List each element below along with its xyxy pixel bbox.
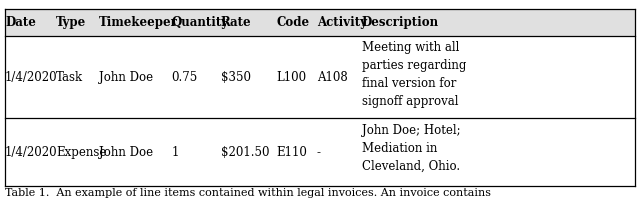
Text: A108: A108: [317, 71, 348, 84]
Text: Expense: Expense: [56, 146, 107, 159]
Text: 1: 1: [172, 146, 179, 159]
Text: Date: Date: [5, 16, 36, 29]
Text: Rate: Rate: [221, 16, 252, 29]
Text: John Doe; Hotel;
Mediation in
Cleveland, Ohio.: John Doe; Hotel; Mediation in Cleveland,…: [362, 124, 460, 173]
Text: John Doe: John Doe: [99, 146, 154, 159]
Text: $350: $350: [221, 71, 251, 84]
Text: 0.75: 0.75: [172, 71, 198, 84]
Text: Timekeeper: Timekeeper: [99, 16, 178, 29]
Text: John Doe: John Doe: [99, 71, 154, 84]
Text: Meeting with all
parties regarding
final version for
signoff approval: Meeting with all parties regarding final…: [362, 41, 466, 108]
Text: Table 1.  An example of line items contained within legal invoices. An invoice c: Table 1. An example of line items contai…: [5, 188, 491, 199]
Text: Activity: Activity: [317, 16, 367, 29]
Text: 1/4/2020: 1/4/2020: [5, 71, 58, 84]
Bar: [5, 9, 635, 36]
Text: -: -: [317, 146, 321, 159]
Text: Code: Code: [276, 16, 310, 29]
Text: L100: L100: [276, 71, 307, 84]
Text: Quantity: Quantity: [172, 16, 228, 29]
Text: Task: Task: [56, 71, 83, 84]
Text: $201.50: $201.50: [221, 146, 269, 159]
Text: Type: Type: [56, 16, 86, 29]
Text: Description: Description: [362, 16, 439, 29]
Text: 1/4/2020: 1/4/2020: [5, 146, 58, 159]
Text: E110: E110: [276, 146, 307, 159]
